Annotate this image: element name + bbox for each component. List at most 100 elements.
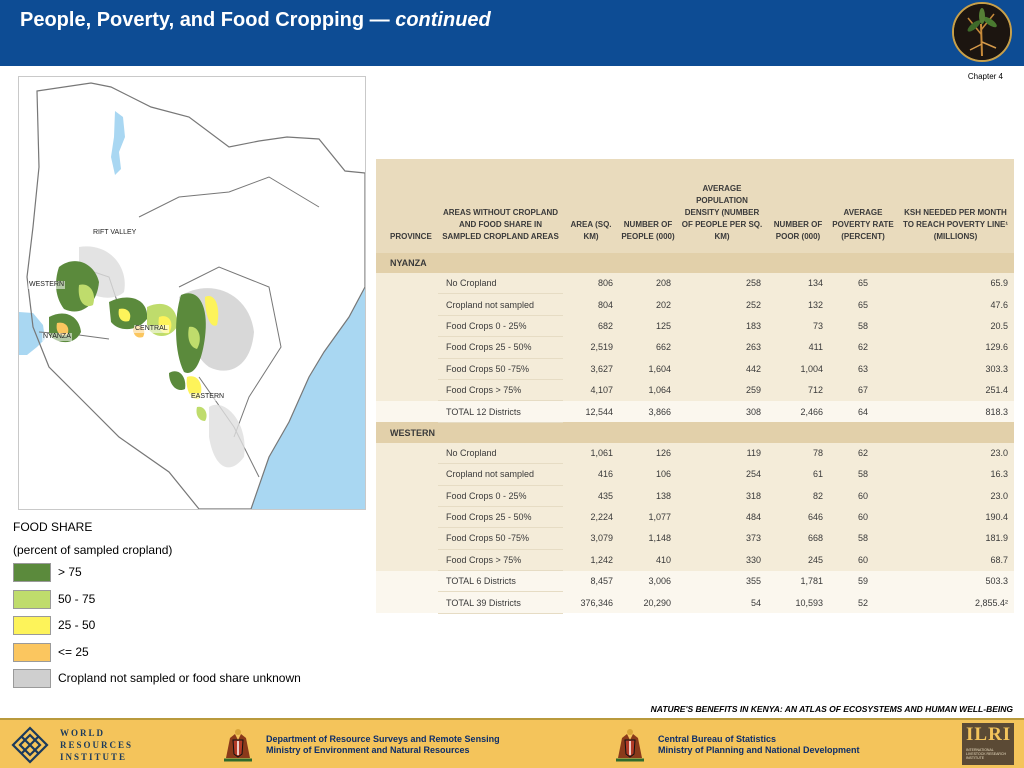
map-label-nyanza: NYANZA: [42, 333, 72, 341]
table-cell: 47.6: [897, 293, 1014, 316]
blank-cell: [376, 527, 438, 550]
row-category: Cropland not sampled: [438, 293, 563, 316]
table-cell: 373: [677, 527, 767, 550]
table-row: Food Crops 25 - 50% 2,519 662 263 411 62 129.6: [376, 336, 1014, 359]
table-cell: 65: [829, 293, 897, 316]
row-category: Food Crops > 75%: [438, 379, 563, 402]
dept-drsrs: Department of Resource Surveys and Remot…: [266, 734, 500, 756]
blank-cell: [376, 570, 438, 592]
table-cell: 1,781: [767, 570, 829, 592]
table-cell: 106: [619, 463, 677, 486]
blank-cell: [376, 400, 438, 423]
map-legend: FOOD SHARE (percent of sampled cropland)…: [13, 516, 353, 692]
dept-cbs-line-2: Ministry of Planning and National Develo…: [658, 745, 860, 755]
blank-cell: [376, 485, 438, 507]
table-cell: 3,627: [563, 358, 619, 380]
table-cell: 1,077: [619, 506, 677, 528]
table-cell: 1,148: [619, 527, 677, 550]
table-cell: 484: [677, 506, 767, 528]
table-row: Food Crops 50 -75% 3,627 1,604 442 1,004 63 30…: [376, 358, 1014, 380]
table-cell: 60: [829, 549, 897, 571]
table-cell: 3,079: [563, 527, 619, 550]
column-header: Average poverty rate (percent): [829, 159, 897, 253]
table-cell: 411: [767, 336, 829, 359]
row-category: Food Crops 25 - 50%: [438, 336, 563, 359]
dept-cbs-line-1: Central Bureau of Statistics: [658, 734, 777, 744]
wri-line-2: RESOURCES: [60, 740, 134, 750]
wri-line-1: WORLD: [60, 728, 106, 738]
table-cell: 251.4: [897, 379, 1014, 401]
table-cell: 12,544: [563, 400, 619, 423]
province-name: WESTERN: [376, 422, 1014, 443]
blank-cell: [376, 315, 438, 337]
table-cell: 190.4: [897, 506, 1014, 528]
subtotal-row: TOTAL 6 Districts 8,457 3,006 355 1,781 59 503…: [376, 570, 1014, 593]
table-cell: 65: [829, 273, 897, 294]
legend-swatch: [13, 563, 51, 582]
legend-subtitle: (percent of sampled cropland): [13, 543, 173, 557]
table-cell: 416: [563, 463, 619, 486]
table-cell: 355: [677, 570, 767, 592]
table-cell: 3,866: [619, 400, 677, 423]
table-cell: 202: [619, 293, 677, 316]
kenya-coat-of-arms-icon: [616, 729, 644, 762]
legend-item-label: 50 - 75: [58, 591, 96, 606]
table-cell: 65.9: [897, 273, 1014, 294]
wri-name: WORLD RESOURCES INSTITUTE: [60, 727, 133, 763]
kenya-food-share-map: RIFT VALLEY WESTERN NYANZA CENTRAL EASTE…: [18, 76, 366, 510]
table-cell: 806: [563, 273, 619, 294]
footer-bar: [0, 720, 1024, 768]
dept-drsrs-line-2: Ministry of Environment and Natural Reso…: [266, 745, 470, 755]
table-row: No Cropland 1,061 126 119 78 62 23.0: [376, 442, 1014, 465]
column-header: Number of poor (000): [767, 159, 829, 253]
table-cell: 23.0: [897, 442, 1014, 464]
table-cell: 8,457: [563, 570, 619, 592]
table-cell: 58: [829, 315, 897, 337]
table-cell: 442: [677, 358, 767, 380]
wri-line-3: INSTITUTE: [60, 752, 128, 762]
table-row: Cropland not sampled 804 202 252 132 65 47.6: [376, 293, 1014, 316]
ilri-logo: ILRI INTERNATIONAL LIVESTOCK RESEARCH IN…: [962, 723, 1014, 765]
table-cell: 2,519: [563, 336, 619, 359]
legend-title: FOOD SHARE: [13, 520, 93, 534]
footer-divider: [0, 718, 1024, 720]
kenya-coat-of-arms-icon: [224, 729, 252, 762]
row-category: Food Crops 50 -75%: [438, 527, 563, 550]
wri-logo-icon: [11, 726, 49, 764]
dept-drsrs-line-1: Department of Resource Surveys and Remot…: [266, 734, 500, 744]
table-cell: 2,224: [563, 506, 619, 528]
table-cell: 183: [677, 315, 767, 337]
table-cell: 3,006: [619, 570, 677, 592]
table-cell: 318: [677, 485, 767, 507]
dept-cbs: Central Bureau of Statistics Ministry of…: [658, 734, 860, 756]
map-label-western: WESTERN: [28, 281, 65, 289]
table-row: Cropland not sampled 416 106 254 61 58 16.3: [376, 463, 1014, 486]
table-row: Food Crops > 75% 1,242 410 330 245 60 68.7: [376, 549, 1014, 572]
table-row: Food Crops 25 - 50% 2,224 1,077 484 646 60 190…: [376, 506, 1014, 529]
row-category: Food Crops > 75%: [438, 549, 563, 572]
table-cell: 2,855.4²: [897, 591, 1014, 614]
table-cell: 60: [829, 506, 897, 528]
legend-swatch: [13, 642, 51, 662]
table-cell: 54: [677, 591, 767, 614]
table-cell: 254: [677, 463, 767, 486]
table-cell: 67: [829, 379, 897, 401]
table-cell: 82: [767, 485, 829, 507]
table-cell: 129.6: [897, 336, 1014, 359]
blank-cell: [376, 506, 438, 528]
table-row: Food Crops 0 - 25% 682 125 183 73 58 20.5: [376, 315, 1014, 338]
table-row: Food Crops 0 - 25% 435 138 318 82 60 23.0: [376, 485, 1014, 507]
table-cell: 330: [677, 549, 767, 571]
table-cell: 646: [767, 506, 829, 528]
blank-cell: [376, 442, 438, 464]
table-cell: 259: [677, 379, 767, 401]
table-cell: 134: [767, 273, 829, 294]
province-row: NYANZA: [376, 253, 1014, 273]
table-cell: 119: [677, 442, 767, 464]
atlas-logo-icon: [952, 2, 1012, 62]
column-header: KSh needed per month to reach poverty li…: [897, 159, 1014, 253]
table-cell: 208: [619, 273, 677, 294]
table-cell: 4,107: [563, 379, 619, 401]
poverty-food-table: Province Areas without cropland and food …: [376, 159, 1014, 614]
table-cell: 1,242: [563, 549, 619, 571]
